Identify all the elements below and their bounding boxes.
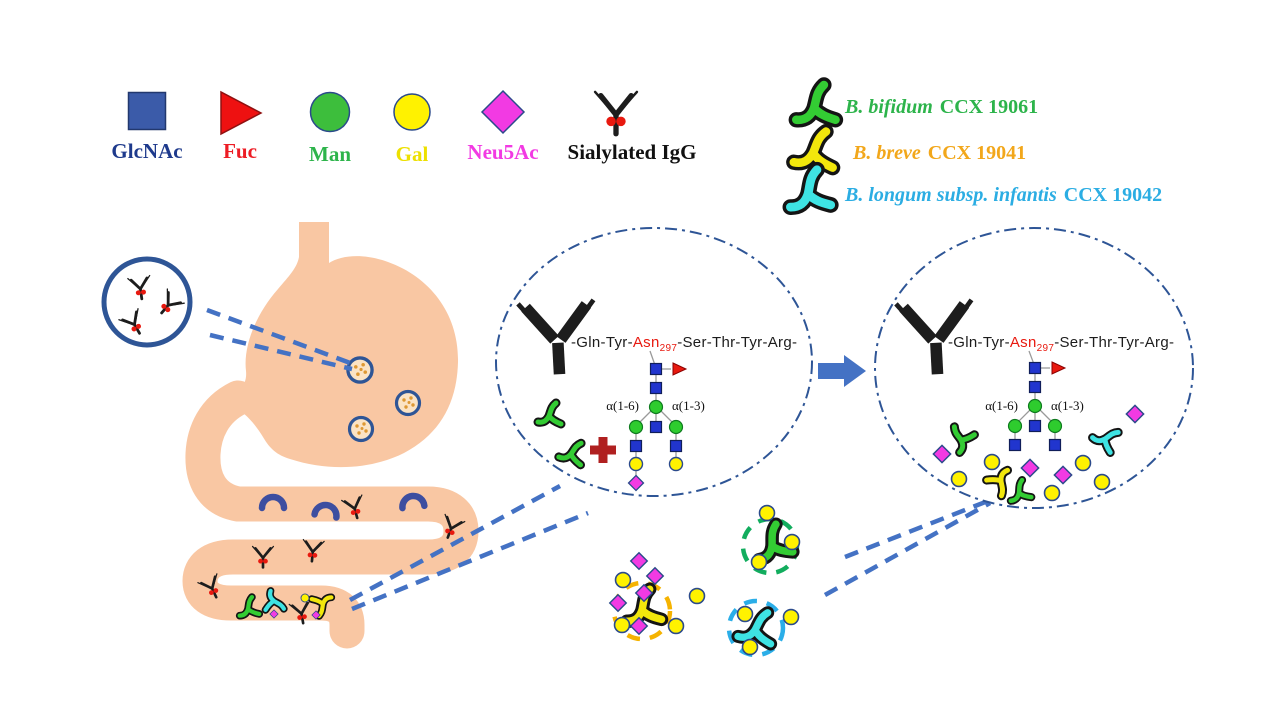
alpha13-label-after: α(1-3) — [1051, 398, 1084, 413]
glcnac-square-icon — [649, 362, 663, 376]
gal-circle-icon — [783, 533, 801, 551]
stomach-vesicle — [394, 389, 422, 417]
glcnac-square-icon — [1028, 380, 1042, 394]
fuc-triangle-icon — [220, 90, 263, 136]
strain-code: CCX 19041 — [927, 142, 1027, 164]
callout-lines-center-circle — [348, 484, 589, 612]
peptide-post: -Ser-Thr-Tyr-Arg- — [677, 334, 798, 351]
strain-species: B. breve — [853, 142, 921, 164]
gal-circle-icon — [1043, 484, 1061, 502]
gal-circle-icon — [782, 608, 800, 626]
gal-circle-icon — [950, 470, 968, 488]
gal-circle-icon — [688, 587, 706, 605]
legend-label-glcnac: GlcNAc — [111, 139, 183, 163]
peptide-sequence-before: -Gln-Tyr-Asn297-Ser-Thr-Tyr-Arg- — [571, 334, 797, 354]
glcnac-square-icon — [649, 381, 663, 395]
gal-circle-icon — [1074, 454, 1092, 472]
glycan-before-circle — [495, 227, 813, 497]
alpha16-label-after: α(1-6) — [985, 398, 1018, 413]
right-arrow-icon — [818, 355, 866, 387]
gal-circle-icon — [667, 617, 685, 635]
gal-circle-icon — [393, 93, 431, 131]
gal-circle-icon — [741, 638, 759, 656]
gal-circle-icon — [613, 616, 631, 634]
strain-row-longum: B. longum subsp. infantis CCX 19042 — [845, 184, 1162, 207]
gal-circle-icon — [668, 456, 684, 472]
neu5ac-diamond-icon — [609, 594, 627, 612]
glcnac-square-icon — [1028, 361, 1042, 375]
man-circle-icon — [668, 419, 684, 435]
peptide-asn: Asn — [1009, 334, 1037, 351]
gal-circle-icon — [736, 605, 754, 623]
man-circle-icon — [1047, 418, 1063, 434]
peptide-post: -Ser-Thr-Tyr-Arg- — [1054, 334, 1175, 351]
glycan-after-circle — [874, 227, 1194, 509]
gal-circle-icon — [300, 593, 310, 603]
strain-species: B. bifidum — [845, 96, 933, 118]
strain-row-bifidum: B. bifidum CCX 19061 — [845, 96, 1038, 119]
intestine-illustration — [182, 380, 479, 649]
legend-label-fuc: Fuc — [223, 139, 257, 163]
stomach-vesicle — [347, 415, 375, 443]
igg-intake-circle — [101, 256, 193, 348]
peptide-sequence-after: -Gln-Tyr-Asn297-Ser-Thr-Tyr-Arg- — [948, 334, 1174, 354]
legend-label-sialylated-igg: Sialylated IgG — [567, 140, 697, 164]
callout-lines-stomach — [206, 307, 354, 372]
glcnac-square-icon — [1028, 419, 1042, 433]
breve-halo-group — [609, 552, 685, 642]
callout-lines-right-circle — [823, 496, 994, 597]
peptide-pre: -Gln-Tyr- — [948, 334, 1010, 351]
gal-circle-icon — [758, 504, 776, 522]
peptide-asn-position: 297 — [1036, 343, 1055, 354]
strain-code: CCX 19042 — [1063, 184, 1163, 206]
gal-circle-icon — [983, 453, 1001, 471]
neu5ac-diamond-icon — [480, 89, 526, 135]
legend-label-gal: Gal — [395, 142, 429, 166]
glcnac-square-icon — [669, 439, 683, 453]
man-circle-icon — [628, 419, 644, 435]
longum-bacterium-icon — [786, 169, 831, 211]
plus-sign — [590, 437, 616, 463]
gal-circle-icon — [628, 456, 644, 472]
peptide-pre: -Gln-Tyr- — [571, 334, 633, 351]
glcnac-square-icon — [1008, 438, 1022, 452]
strain-row-breve: B. breve CCX 19041 — [853, 142, 1026, 165]
man-circle-icon — [648, 399, 664, 415]
breve-bacterium-icon — [794, 130, 835, 168]
peptide-asn-position: 297 — [659, 343, 678, 354]
strain-code: CCX 19061 — [939, 96, 1039, 118]
neu5ac-diamond-icon — [630, 552, 648, 570]
man-circle-icon — [1007, 418, 1023, 434]
strain-species: B. longum subsp. infantis — [845, 184, 1057, 206]
man-circle-icon — [1027, 398, 1043, 414]
peptide-asn: Asn — [632, 334, 660, 351]
stomach-illustration — [230, 222, 459, 468]
glcnac-square-icon — [127, 91, 167, 131]
glcnac-square-icon — [1048, 438, 1062, 452]
legend-label-man: Man — [309, 142, 351, 166]
gal-circle-icon — [1093, 473, 1111, 491]
alpha16-label-before: α(1-6) — [606, 398, 639, 413]
alpha13-label-before: α(1-3) — [672, 398, 705, 413]
gal-circle-icon — [750, 553, 768, 571]
longum-halo-group — [726, 598, 800, 658]
glycan-legend-icons — [127, 89, 637, 136]
gal-circle-icon — [614, 571, 632, 589]
legend-label-neu5ac: Neu5Ac — [467, 140, 539, 164]
bifidum-halo-group — [740, 504, 801, 576]
sialylated-igg-icon — [595, 92, 637, 134]
bifidum-bacterium-icon — [793, 84, 835, 123]
glcnac-square-icon — [629, 439, 643, 453]
glcnac-square-icon — [649, 420, 663, 434]
man-circle-icon — [309, 91, 351, 133]
